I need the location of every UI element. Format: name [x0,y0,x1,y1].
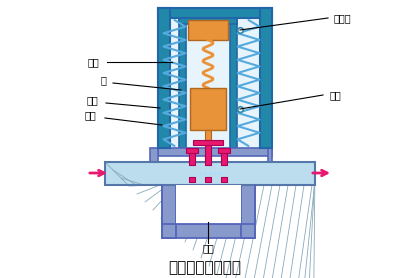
Text: 直接联系式电磁阀: 直接联系式电磁阀 [169,260,242,275]
Bar [190,88,226,130]
Bar [268,148,272,162]
Text: 线圈: 线圈 [87,57,99,67]
Text: 主阀: 主阀 [86,95,98,105]
Bar [158,148,272,156]
Bar [179,18,237,24]
Bar [221,177,227,182]
Bar [188,20,228,40]
Text: 罩: 罩 [100,75,106,85]
Text: 导阀: 导阀 [202,243,214,253]
Bar [241,185,255,238]
Bar [158,8,272,18]
Bar [162,185,176,238]
Bar [150,148,158,162]
Text: 定铁心: 定铁心 [333,13,351,23]
Bar [260,8,272,148]
Bar [230,18,237,148]
Bar [186,148,198,153]
Bar [205,177,211,182]
Bar [218,148,230,153]
Bar [189,177,195,182]
Text: 阀杆: 阀杆 [329,90,341,100]
Bar [189,148,195,165]
Bar [105,162,315,185]
Bar [205,140,211,165]
Bar [170,18,260,148]
Bar [221,148,227,165]
Bar [176,185,241,224]
Bar [179,18,186,148]
Bar [205,130,211,146]
Bar [105,162,315,185]
Bar [158,8,170,148]
Text: 小孔: 小孔 [84,110,96,120]
Bar [193,140,223,145]
Bar [162,224,255,238]
